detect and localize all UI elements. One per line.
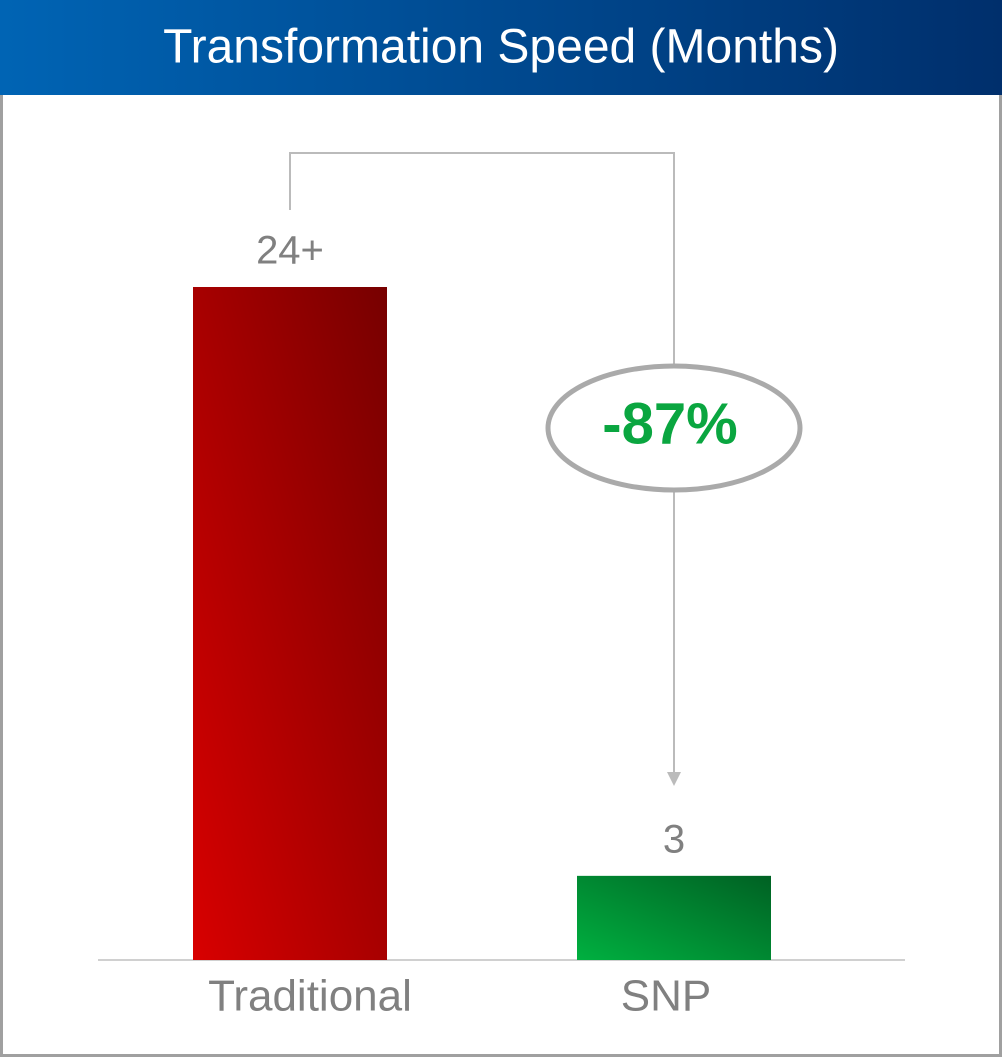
header <box>0 0 1002 95</box>
x-tick-label: Traditional <box>208 972 412 1021</box>
value-label: 3 <box>663 817 685 861</box>
connector <box>289 152 675 365</box>
x-tick-label: SNP <box>621 972 711 1021</box>
change-badge <box>545 363 803 493</box>
chart-title: Transformation Speed (Months) <box>163 21 839 74</box>
bar-shade <box>193 287 387 960</box>
arrow-head <box>667 772 681 786</box>
annotation: -87% <box>602 391 737 456</box>
value-label: 24+ <box>256 229 324 273</box>
bar-shade <box>577 875 771 960</box>
